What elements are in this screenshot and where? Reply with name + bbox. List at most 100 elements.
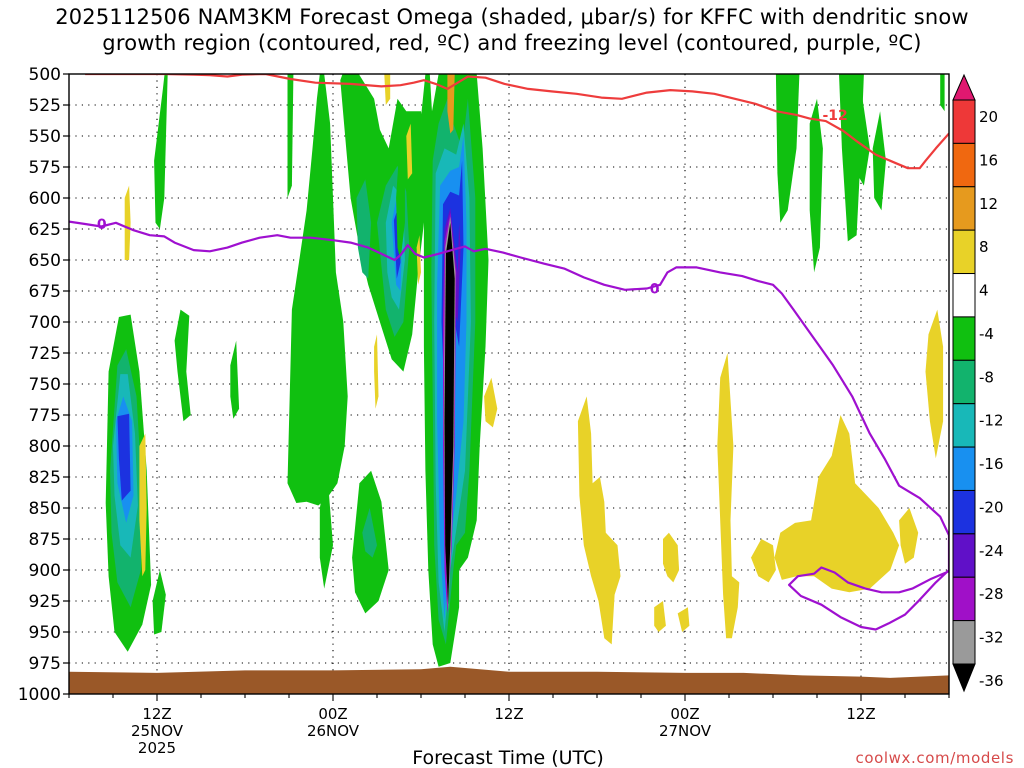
x-tick-label: 00Z [318,705,347,723]
omega-region--6 [154,74,168,229]
omega-region-4 [139,433,147,577]
omega-region--38 [444,222,455,605]
colorbar-swatch [952,446,976,491]
y-tick-label: 625 [29,220,61,240]
y-tick-label: 600 [29,189,61,209]
omega-region--10 [362,508,377,558]
colorbar-swatch [952,316,976,361]
colorbar-label: 8 [979,238,989,256]
y-tick-label: 975 [29,654,61,674]
chart-title: 2025112506 NAM3KM Forecast Omega (shaded… [55,5,969,29]
colorbar-bottom-arrow [952,663,976,693]
y-tick-label: 775 [29,406,61,426]
y-tick-label: 800 [29,437,61,457]
y-tick-label: 850 [29,499,61,519]
omega-region-4 [484,377,498,428]
omega-region-4 [663,532,680,583]
omega-region--6 [287,74,294,198]
colorbar-swatch [952,186,976,231]
dendritic-growth-contour [85,74,949,170]
colorbar-label: -24 [979,542,1004,560]
omega-region-4 [406,123,413,180]
colorbar-label: 12 [979,195,998,213]
omega-region--10 [356,179,372,279]
colorbar-swatch [952,403,976,448]
colorbar-label: -32 [979,629,1004,647]
colorbar-label: 20 [979,108,998,126]
chart-subtitle: growth region (contoured, red, ºC) and f… [102,31,922,55]
omega-region--6 [872,111,886,211]
credit-text: coolwx.com/models [856,749,1015,767]
omega-region-4 [654,601,666,632]
y-tick-label: 900 [29,561,61,581]
colorbar-label: -20 [979,498,1004,516]
y-tick-label: 675 [29,282,61,302]
x-tick-label: 2025 [138,739,176,757]
omega-region--6 [174,309,191,422]
omega-region-4 [384,74,391,105]
y-tick-label: 575 [29,158,61,178]
colorbar-swatch [952,229,976,275]
plot-area: -12 0 0 [69,74,949,694]
colorbar-label: -8 [979,368,994,386]
contour-label-0: 0 [650,282,660,298]
x-tick-label: 27NOV [659,722,712,740]
y-tick-label: 650 [29,251,61,271]
y-tick-label: 500 [29,65,61,85]
plot-clip-group: -12 0 0 [69,74,949,694]
omega-region--6 [287,74,348,506]
contour-label-minus12: -12 [822,108,847,124]
omega-region--6 [850,74,863,99]
omega-region--6 [853,98,870,186]
x-tick-label: 12Z [494,705,523,723]
colorbar-label: -12 [979,412,1004,430]
x-axis-label: Forecast Time (UTC) [412,747,603,768]
omega-region-4 [416,235,421,285]
omega-region--6 [396,129,405,260]
omega-region-4 [124,185,131,260]
y-tick-label: 825 [29,468,61,488]
x-tick-label: 12Z [142,705,171,723]
omega-region--6 [152,570,166,635]
omega-region-4 [751,539,776,583]
colorbar-swatch [952,489,976,535]
colorbar-swatch [952,273,976,318]
y-tick-label: 525 [29,96,61,116]
colorbar-swatch [952,620,976,665]
x-tick-label: 26NOV [307,722,360,740]
y-tick-label: 875 [29,530,61,550]
colorbar-label: 4 [979,282,989,300]
y-tick-label: 950 [29,623,61,643]
colorbar-swatch [952,99,976,144]
omega-region-4 [717,353,740,639]
colorbar-swatch [952,576,976,622]
colorbar-swatch [952,533,976,578]
omega-region-4 [374,334,379,409]
x-tick-label: 12Z [846,705,875,723]
ground-terrain [69,666,949,694]
y-tick-label: 700 [29,313,61,333]
y-tick-label: 725 [29,344,61,364]
omega-region-4 [925,309,944,459]
y-tick-label: 550 [29,127,61,147]
omega-region-4 [677,607,690,632]
omega-region-4 [774,415,900,593]
colorbar-label: -4 [979,325,994,343]
omega-region--6 [316,309,326,372]
x-tick-label: 25NOV [131,722,184,740]
y-tick-label: 750 [29,375,61,395]
colorbar-label: 16 [979,151,998,169]
omega-region--6 [809,98,823,273]
omega-region--6 [940,74,945,112]
colorbar-swatch [952,142,976,188]
colorbar-swatch [952,359,976,405]
omega-region--22 [117,413,131,501]
y-tick-label: 925 [29,592,61,612]
omega-region--6 [230,340,240,419]
y-tick-label: 1000 [18,685,61,705]
omega-region-4 [899,508,919,564]
colorbar-label: -28 [979,585,1004,603]
freezing-level-contour [69,220,949,631]
contour-label-0: 0 [97,217,107,233]
